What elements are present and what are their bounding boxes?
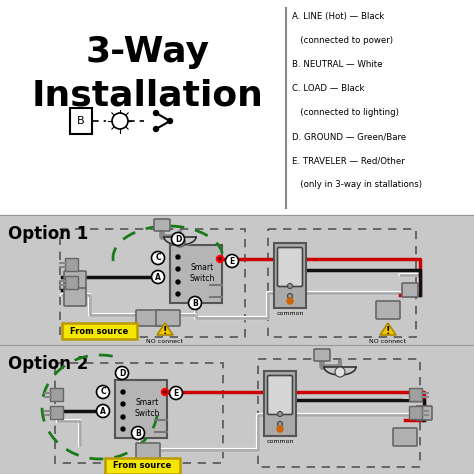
Circle shape bbox=[219, 257, 221, 261]
Polygon shape bbox=[157, 323, 173, 335]
FancyBboxPatch shape bbox=[64, 271, 86, 289]
FancyBboxPatch shape bbox=[410, 389, 422, 401]
Text: !: ! bbox=[386, 327, 390, 337]
Circle shape bbox=[164, 391, 166, 393]
Text: From source: From source bbox=[70, 327, 128, 336]
Text: D. GROUND — Green/Bare: D. GROUND — Green/Bare bbox=[292, 132, 406, 141]
Circle shape bbox=[287, 298, 293, 304]
Text: From source: From source bbox=[113, 462, 171, 471]
Text: D: D bbox=[119, 368, 125, 377]
FancyBboxPatch shape bbox=[51, 389, 64, 401]
Text: A: A bbox=[155, 273, 161, 282]
FancyBboxPatch shape bbox=[115, 380, 167, 438]
Circle shape bbox=[335, 367, 345, 377]
FancyBboxPatch shape bbox=[136, 310, 160, 326]
Circle shape bbox=[288, 283, 292, 289]
Circle shape bbox=[131, 427, 145, 439]
Text: NO connect: NO connect bbox=[146, 339, 183, 344]
Text: A. LINE (Hot) — Black: A. LINE (Hot) — Black bbox=[292, 12, 384, 21]
Text: E: E bbox=[229, 256, 235, 265]
Text: Smart
Switch: Smart Switch bbox=[190, 263, 215, 283]
Polygon shape bbox=[380, 323, 396, 335]
FancyBboxPatch shape bbox=[402, 283, 418, 297]
Text: C: C bbox=[155, 254, 161, 263]
Text: C: C bbox=[100, 388, 106, 396]
Text: Smart
Switch: Smart Switch bbox=[135, 398, 160, 418]
FancyBboxPatch shape bbox=[70, 108, 92, 134]
FancyBboxPatch shape bbox=[376, 301, 400, 319]
Text: 3-Way: 3-Way bbox=[86, 35, 210, 69]
FancyBboxPatch shape bbox=[51, 407, 64, 419]
Circle shape bbox=[226, 255, 238, 267]
Text: (only in 3-way in stallations): (only in 3-way in stallations) bbox=[292, 180, 422, 189]
Text: common: common bbox=[276, 311, 304, 316]
FancyBboxPatch shape bbox=[105, 458, 180, 474]
Text: C. LOAD — Black: C. LOAD — Black bbox=[292, 84, 365, 93]
FancyBboxPatch shape bbox=[62, 323, 137, 339]
Circle shape bbox=[152, 252, 164, 264]
Text: B: B bbox=[192, 299, 198, 308]
Circle shape bbox=[121, 402, 125, 406]
Circle shape bbox=[121, 427, 125, 431]
Text: (connected to power): (connected to power) bbox=[292, 36, 393, 45]
Bar bbox=[0, 345, 474, 474]
Text: D: D bbox=[175, 235, 181, 244]
Text: A: A bbox=[100, 407, 106, 416]
Text: !: ! bbox=[163, 327, 167, 337]
Text: B: B bbox=[135, 428, 141, 438]
Circle shape bbox=[175, 237, 185, 247]
Text: E. TRAVELER — Red/Other: E. TRAVELER — Red/Other bbox=[292, 156, 405, 165]
FancyBboxPatch shape bbox=[170, 245, 222, 303]
Text: common: common bbox=[266, 439, 294, 444]
Circle shape bbox=[176, 255, 180, 259]
FancyBboxPatch shape bbox=[393, 428, 417, 446]
Circle shape bbox=[176, 280, 180, 284]
Circle shape bbox=[152, 271, 164, 283]
Text: B: B bbox=[77, 116, 85, 126]
FancyBboxPatch shape bbox=[274, 243, 306, 308]
Circle shape bbox=[176, 267, 180, 271]
Text: Option 1: Option 1 bbox=[8, 225, 88, 243]
FancyBboxPatch shape bbox=[277, 247, 302, 286]
Circle shape bbox=[277, 426, 283, 432]
Circle shape bbox=[277, 421, 283, 427]
Circle shape bbox=[172, 233, 184, 246]
Bar bbox=[0, 0, 474, 215]
Circle shape bbox=[162, 389, 168, 395]
FancyBboxPatch shape bbox=[136, 443, 160, 459]
Text: Option 2: Option 2 bbox=[8, 355, 88, 373]
Circle shape bbox=[167, 118, 173, 124]
FancyBboxPatch shape bbox=[267, 375, 292, 414]
Circle shape bbox=[277, 411, 283, 417]
FancyBboxPatch shape bbox=[416, 406, 432, 420]
Text: Installation: Installation bbox=[32, 78, 264, 112]
Text: (connected to lighting): (connected to lighting) bbox=[292, 108, 399, 117]
FancyBboxPatch shape bbox=[65, 276, 79, 290]
Text: E: E bbox=[173, 389, 179, 398]
FancyBboxPatch shape bbox=[314, 349, 330, 361]
Text: NO connect: NO connect bbox=[370, 339, 407, 344]
Circle shape bbox=[217, 255, 224, 263]
FancyBboxPatch shape bbox=[410, 407, 422, 419]
Circle shape bbox=[97, 404, 109, 418]
Circle shape bbox=[288, 293, 292, 299]
Bar bbox=[0, 215, 474, 345]
FancyBboxPatch shape bbox=[156, 310, 180, 326]
Circle shape bbox=[176, 292, 180, 296]
FancyBboxPatch shape bbox=[64, 288, 86, 306]
Circle shape bbox=[121, 415, 125, 419]
FancyBboxPatch shape bbox=[65, 258, 79, 272]
Circle shape bbox=[116, 366, 128, 380]
FancyBboxPatch shape bbox=[264, 371, 296, 436]
Text: B. NEUTRAL — White: B. NEUTRAL — White bbox=[292, 60, 383, 69]
Circle shape bbox=[121, 390, 125, 394]
Circle shape bbox=[189, 297, 201, 310]
Circle shape bbox=[154, 127, 158, 131]
Circle shape bbox=[170, 386, 182, 400]
FancyBboxPatch shape bbox=[154, 219, 170, 231]
Circle shape bbox=[154, 110, 158, 116]
Circle shape bbox=[97, 385, 109, 399]
